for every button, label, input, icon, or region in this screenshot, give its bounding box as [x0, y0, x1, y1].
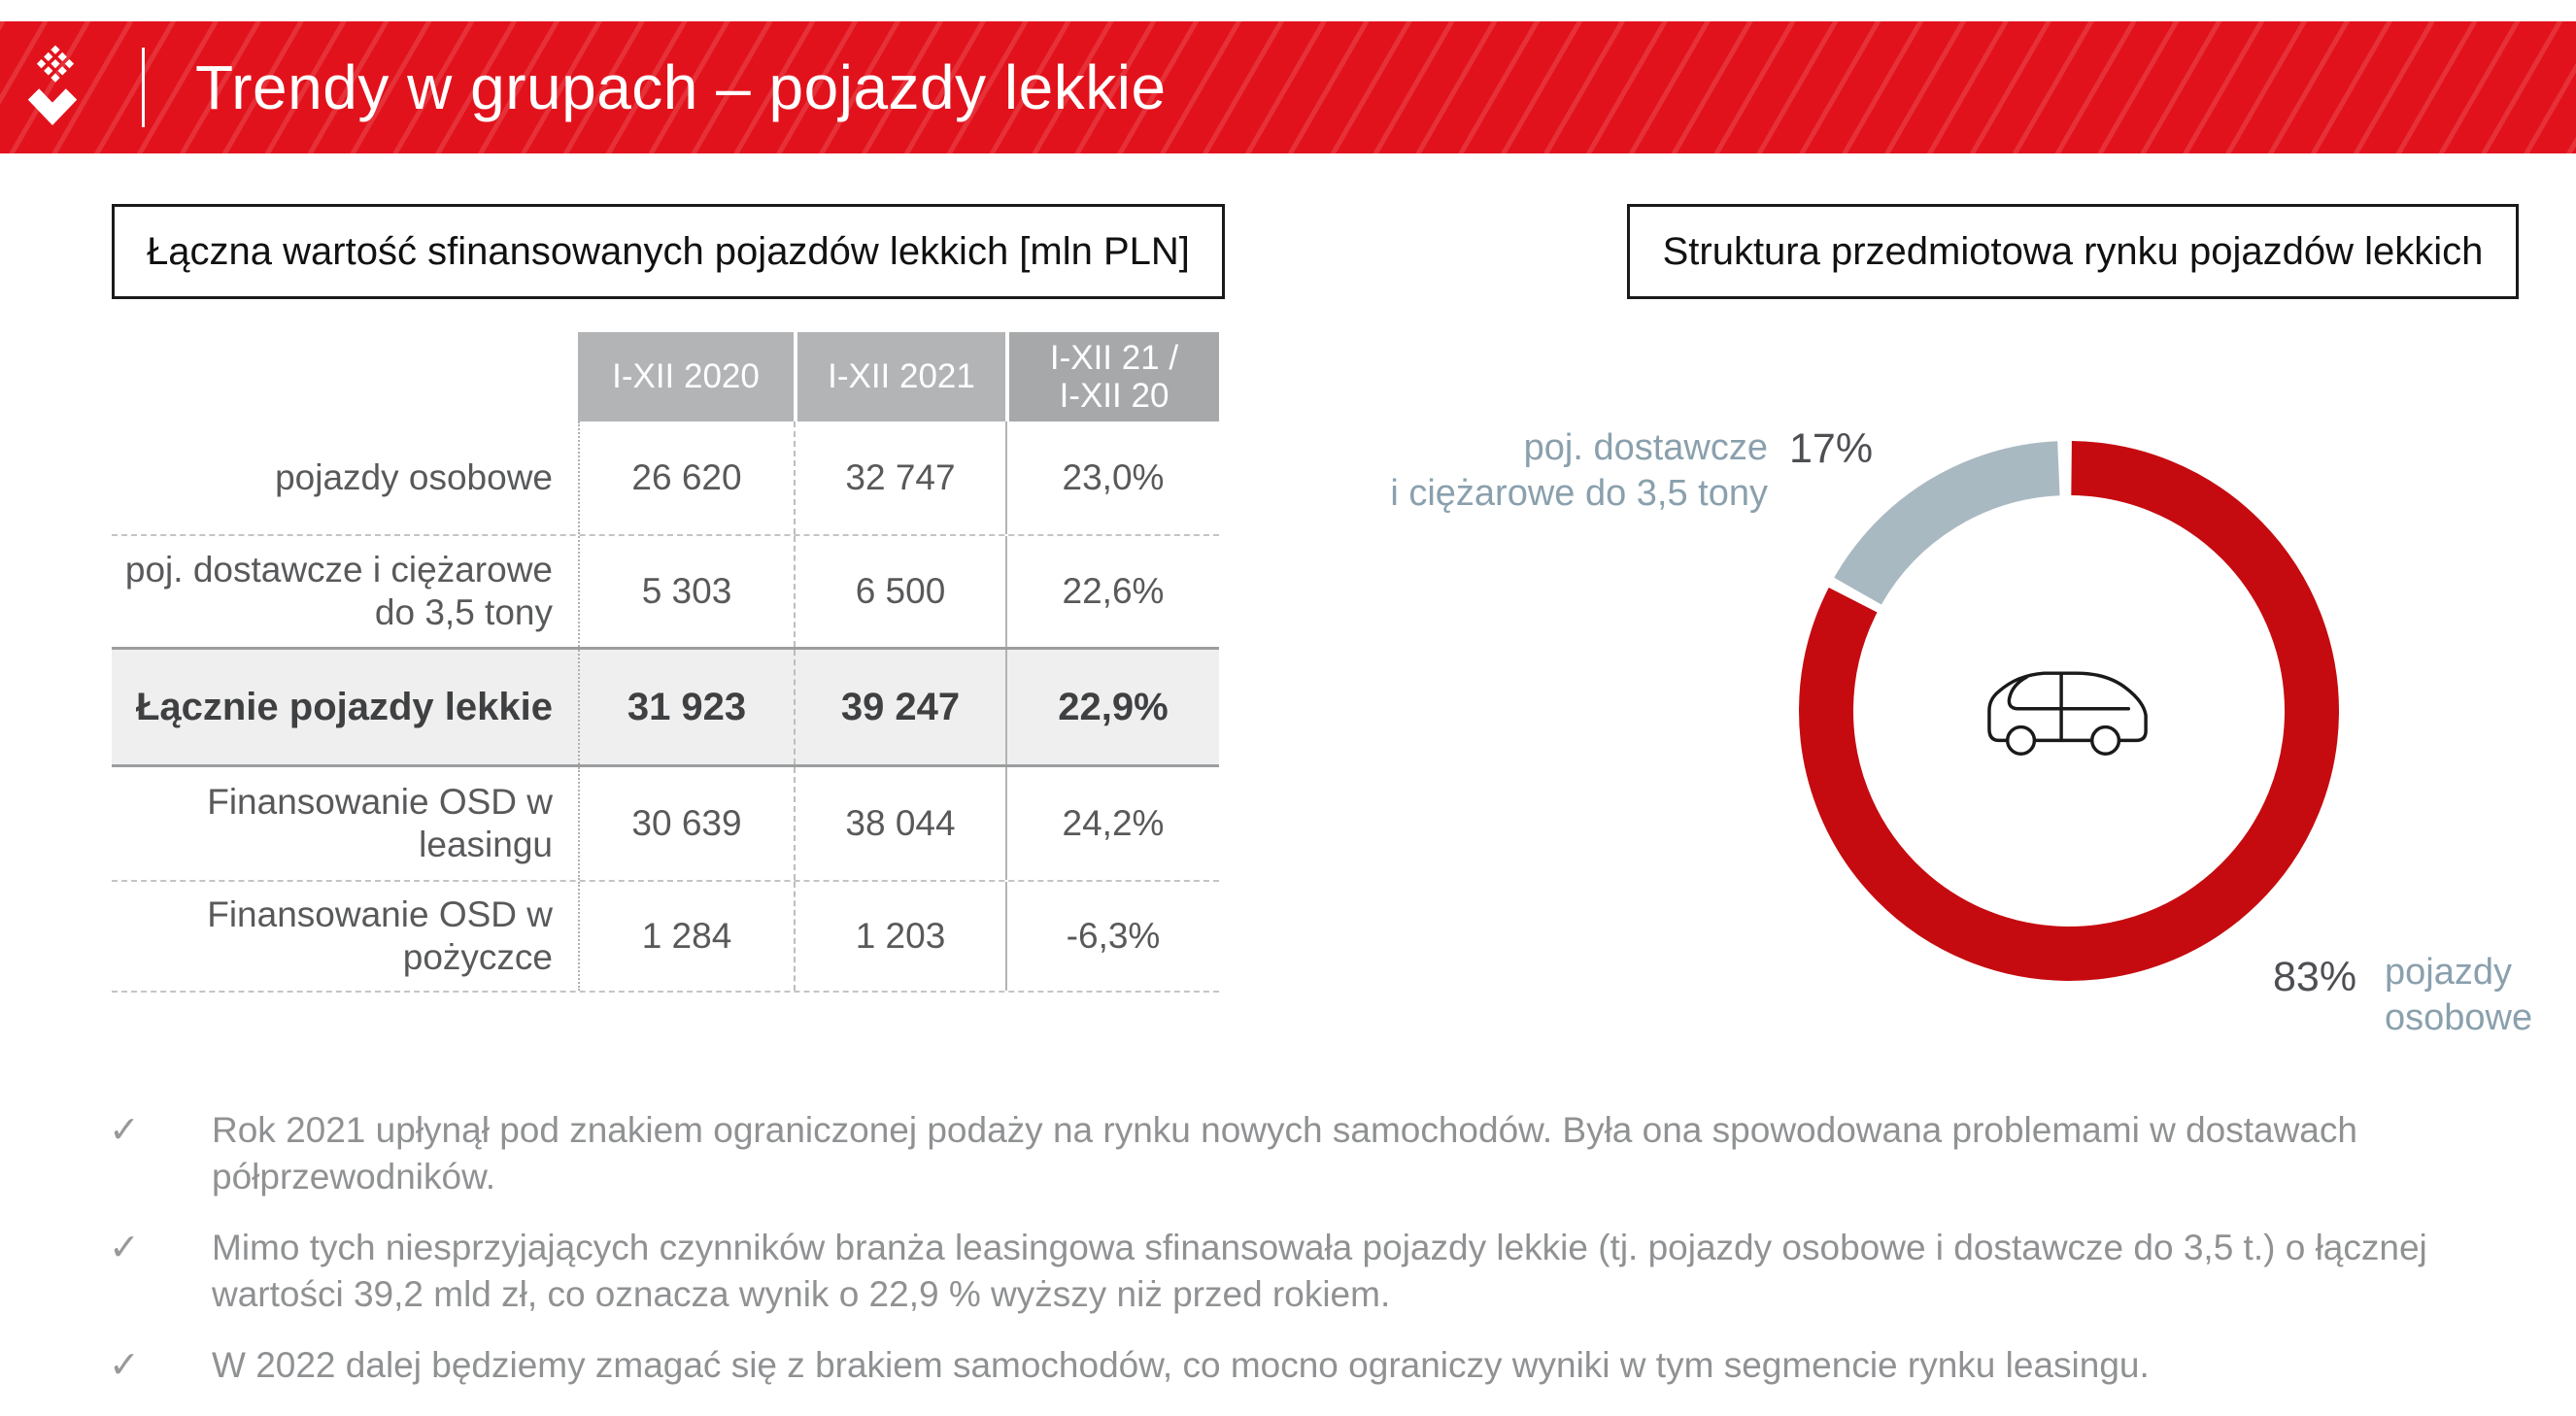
row-value-2021: 39 247 — [794, 650, 1005, 764]
row-value-2020: 1 284 — [578, 882, 794, 991]
table-header-spacer — [112, 332, 578, 421]
row-value-change: 22,9% — [1005, 650, 1219, 764]
left-panel-title: Łączna wartość sfinansowanych pojazdów l… — [112, 204, 1225, 299]
van-icon — [1987, 671, 2148, 756]
label-passenger-cars: pojazdy osobowe — [2385, 950, 2532, 1041]
row-value-change: 23,0% — [1005, 421, 1219, 534]
row-label: Finansowanie OSD w leasingu — [207, 781, 553, 864]
banner-divider — [142, 48, 145, 127]
value-delivery-trucks-pct: 17% — [1789, 425, 1874, 472]
checkmark-icon: ✓ — [109, 1344, 140, 1386]
row-label: Łącznie pojazdy lekkie — [135, 686, 553, 728]
bullet-item: ✓ Mimo tych niesprzyjających czynników b… — [109, 1225, 2498, 1319]
row-value-2020: 31 923 — [578, 650, 794, 764]
page-title: Trendy w grupach – pojazdy lekkie — [195, 52, 1167, 122]
label-delivery-trucks-line1: poj. dostawcze — [1523, 427, 1768, 468]
financing-table: I-XII 2020 I-XII 2021 I-XII 21 / I-XII 2… — [112, 332, 1219, 993]
row-label: pojazdy osobowe — [275, 456, 553, 497]
row-value-change: 24,2% — [1005, 767, 1219, 880]
bullet-text: Rok 2021 upłynął pod znakiem ograniczone… — [212, 1110, 2357, 1197]
row-value-2020: 30 639 — [578, 767, 794, 880]
row-value-2021: 38 044 — [794, 767, 1005, 880]
label-delivery-trucks-line2: i ciężarowe do 3,5 tony — [1390, 473, 1768, 515]
label-passenger-cars-line1: pojazdy — [2385, 952, 2512, 993]
donut-ring — [1799, 441, 2339, 981]
value-passenger-cars-pct: 83% — [2273, 954, 2357, 1000]
row-value-2021: 1 203 — [794, 882, 1005, 991]
leasing-association-logo-icon — [27, 45, 78, 125]
column-header-change: I-XII 21 / I-XII 20 — [1005, 332, 1219, 421]
row-value-2020: 26 620 — [578, 421, 794, 534]
table-row-total: Łącznie pojazdy lekkie 31 923 39 247 22,… — [112, 647, 1219, 767]
row-value-2020: 5 303 — [578, 536, 794, 647]
column-header-2021: I-XII 2021 — [794, 332, 1005, 421]
right-panel-title: Struktura przedmiotowa rynku pojazdów le… — [1627, 204, 2519, 299]
bullet-text: W 2022 dalej będziemy zmagać się z braki… — [212, 1344, 2150, 1385]
row-value-change: -6,3% — [1005, 882, 1219, 991]
row-value-2021: 32 747 — [794, 421, 1005, 534]
commentary-bullets: ✓ Rok 2021 upłynął pod znakiem ograniczo… — [109, 1107, 2498, 1413]
header-banner: Trendy w grupach – pojazdy lekkie — [0, 21, 2576, 153]
bullet-item: ✓ W 2022 dalej będziemy zmagać się z bra… — [109, 1342, 2498, 1390]
table-row: Finansowanie OSD w leasingu 30 639 38 04… — [112, 767, 1219, 880]
column-header-change-line1: I-XII 21 / — [1049, 338, 1179, 377]
label-delivery-trucks: poj. dostawcze i ciężarowe do 3,5 tony — [1339, 425, 1768, 517]
bullet-item: ✓ Rok 2021 upłynął pod znakiem ograniczo… — [109, 1107, 2498, 1201]
bullet-text: Mimo tych niesprzyjających czynników bra… — [212, 1227, 2427, 1315]
row-value-change: 22,6% — [1005, 536, 1219, 647]
label-passenger-cars-line2: osobowe — [2385, 997, 2533, 1039]
table-row: Finansowanie OSD w pożyczce 1 284 1 203 … — [112, 880, 1219, 993]
column-header-change-line2: I-XII 20 — [1059, 377, 1169, 415]
row-label: poj. dostawcze i ciężarowe do 3,5 tony — [124, 549, 553, 632]
checkmark-icon: ✓ — [109, 1227, 140, 1268]
donut-chart — [1787, 429, 2351, 993]
row-label: Finansowanie OSD w pożyczce — [207, 893, 553, 977]
column-header-2020: I-XII 2020 — [578, 332, 794, 421]
row-value-2021: 6 500 — [794, 536, 1005, 647]
table-header-row: I-XII 2020 I-XII 2021 I-XII 21 / I-XII 2… — [112, 332, 1219, 421]
table-row: poj. dostawcze i ciężarowe do 3,5 tony 5… — [112, 534, 1219, 647]
checkmark-icon: ✓ — [109, 1110, 140, 1151]
table-row: pojazdy osobowe 26 620 32 747 23,0% — [112, 421, 1219, 534]
